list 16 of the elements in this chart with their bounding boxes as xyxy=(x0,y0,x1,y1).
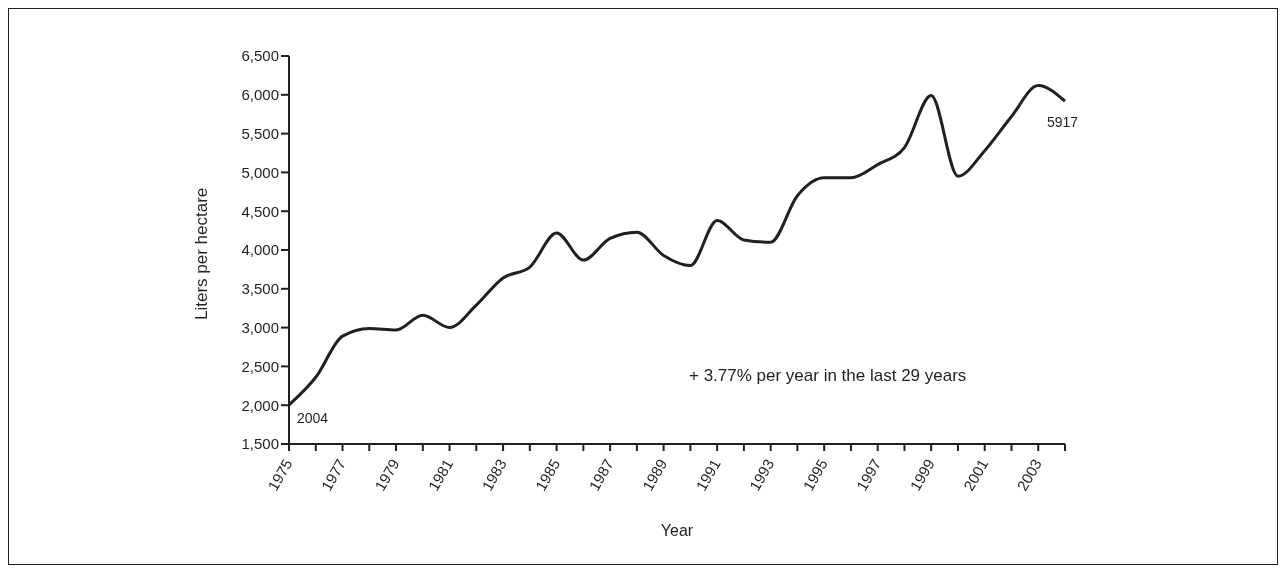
y-tick-label: 3,500 xyxy=(241,280,279,298)
data-label: 5917 xyxy=(1047,114,1079,131)
y-tick-label: 1,500 xyxy=(241,435,279,453)
y-axis-title: Liters per hectare xyxy=(192,187,212,320)
y-tick-label: 4,000 xyxy=(241,241,279,259)
y-tick-label: 6,000 xyxy=(241,86,279,104)
annotation: + 3.77% per year in the last 29 years xyxy=(689,366,967,386)
y-tick-label: 4,500 xyxy=(241,202,279,220)
x-axis-title: Year xyxy=(660,522,694,539)
y-tick-label: 6,500 xyxy=(241,47,279,65)
y-tick-label: 5,000 xyxy=(241,163,279,181)
y-tick-label: 2,000 xyxy=(241,396,279,414)
y-tick-label: 5,500 xyxy=(241,124,279,142)
y-tick-label: 3,000 xyxy=(241,318,279,336)
data-label: 2004 xyxy=(297,409,329,426)
y-tick-label: 2,500 xyxy=(241,357,279,375)
